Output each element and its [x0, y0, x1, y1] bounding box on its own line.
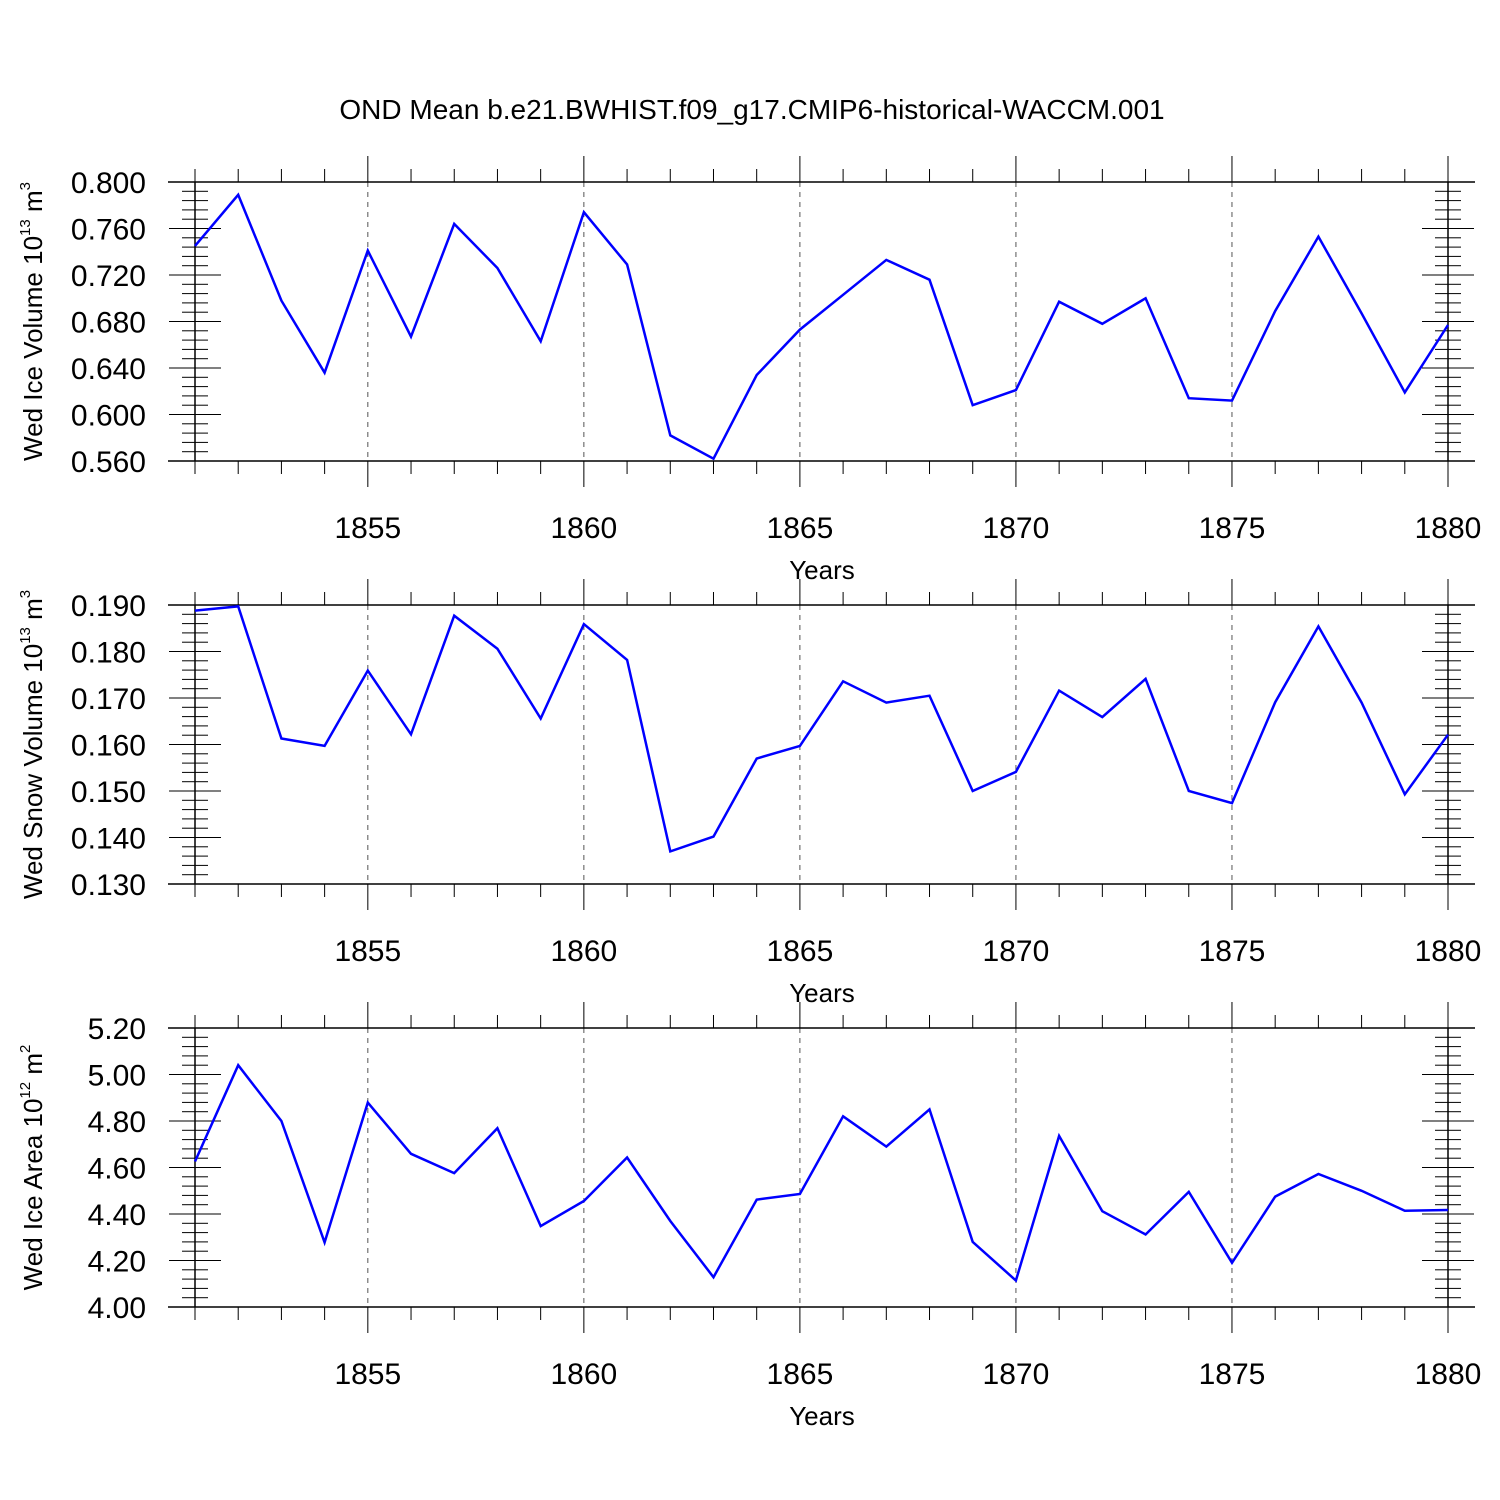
- y-tick-label: 0.130: [71, 869, 146, 902]
- y-tick-label: 4.60: [88, 1153, 146, 1186]
- x-tick-label: 1875: [1199, 512, 1266, 545]
- y-axis-title: Wed Snow Volume 1013 m3: [17, 590, 48, 899]
- x-tick-label: 1880: [1415, 512, 1482, 545]
- y-axis-title-unit: m: [18, 190, 48, 219]
- x-axis-title: Years: [789, 1401, 855, 1431]
- y-axis-title-unit-exponent: 3: [17, 590, 34, 598]
- x-tick-label: 1875: [1199, 935, 1266, 968]
- x-tick-label: 1855: [334, 935, 401, 968]
- y-tick-label: 5.20: [88, 1013, 146, 1046]
- y-tick-label: 0.800: [71, 167, 146, 200]
- x-tick-label: 1865: [767, 935, 834, 968]
- y-tick-label: 0.600: [71, 400, 146, 433]
- y-axis-title-exponent: 13: [17, 219, 34, 236]
- y-axis-title-unit-exponent: 3: [17, 182, 34, 190]
- y-tick-label: 0.170: [71, 683, 146, 716]
- y-tick-label: 0.680: [71, 307, 146, 340]
- y-tick-label: 0.560: [71, 446, 146, 479]
- panel-2: 0.130 0.140 0.150 0.160 0.170 0.180 0.190 1855 1…: [17, 579, 1481, 1008]
- x-tick-label: 1855: [334, 512, 401, 545]
- series-line: [194, 605, 1450, 854]
- y-axis-title-main: Wed Ice Volume 10: [18, 236, 48, 461]
- x-tick-label: 1870: [983, 512, 1050, 545]
- y-axis-title: Wed Ice Volume 1013 m3: [17, 182, 48, 461]
- y-axis-title-exponent: 12: [17, 1082, 34, 1099]
- x-tick-label: 1880: [1415, 935, 1482, 968]
- y-tick-label: 0.190: [71, 590, 146, 623]
- x-tick-label: 1870: [983, 935, 1050, 968]
- y-tick-label: 4.80: [88, 1106, 146, 1139]
- chart-title: OND Mean b.e21.BWHIST.f09_g17.CMIP6-hist…: [339, 94, 1164, 125]
- y-tick-label: 0.160: [71, 730, 146, 763]
- y-tick-label: 0.140: [71, 823, 146, 856]
- series-line: [194, 192, 1450, 461]
- y-axis-title-unit: m: [18, 1053, 48, 1082]
- y-axis-title-unit-exponent: 2: [17, 1045, 34, 1053]
- x-tick-label: 1870: [983, 1358, 1050, 1391]
- x-tick-label: 1855: [334, 1358, 401, 1391]
- x-tick-label: 1860: [550, 1358, 617, 1391]
- y-axis-title: Wed Ice Area 1012 m2: [17, 1045, 48, 1291]
- y-axis-title-exponent: 13: [17, 627, 34, 644]
- y-axis-title-main: Wed Snow Volume 10: [18, 644, 48, 899]
- x-tick-label: 1865: [767, 512, 834, 545]
- x-tick-label: 1860: [550, 512, 617, 545]
- y-tick-label: 5.00: [88, 1060, 146, 1093]
- y-axis-title-main: Wed Ice Area 10: [18, 1099, 48, 1291]
- y-tick-label: 4.00: [88, 1292, 146, 1325]
- y-tick-label: 0.640: [71, 353, 146, 386]
- x-axis-title: Years: [789, 978, 855, 1008]
- x-tick-label: 1875: [1199, 1358, 1266, 1391]
- y-tick-label: 0.720: [71, 260, 146, 293]
- y-tick-label: 0.180: [71, 637, 146, 670]
- x-axis-title: Years: [789, 555, 855, 585]
- y-tick-label: 0.760: [71, 214, 146, 247]
- panel-1: 0.560 0.600 0.640 0.680 0.720 0.760 0.800 1855 1…: [17, 156, 1481, 585]
- y-tick-label: 4.20: [88, 1246, 146, 1279]
- y-tick-label: 4.40: [88, 1199, 146, 1232]
- x-tick-label: 1865: [767, 1358, 834, 1391]
- y-tick-label: 0.150: [71, 776, 146, 809]
- panel-3: 4.00 4.20 4.40 4.60 4.80 5.00 5.20 1855 1860 1865…: [17, 1002, 1481, 1431]
- series-line: [193, 1062, 1449, 1283]
- x-tick-label: 1880: [1415, 1358, 1482, 1391]
- chart-panels: 0.560 0.600 0.640 0.680 0.720 0.760 0.800 1855 1…: [17, 156, 1481, 1431]
- y-axis-title-unit: m: [18, 598, 48, 627]
- x-tick-label: 1860: [550, 935, 617, 968]
